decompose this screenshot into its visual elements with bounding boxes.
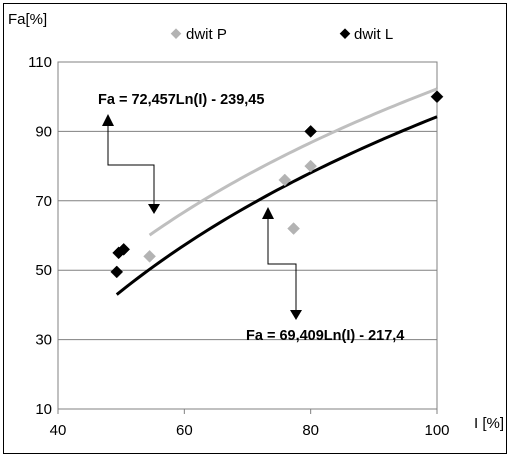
gridlines [58, 61, 437, 410]
y-tick-label: 10 [35, 401, 52, 418]
data-point-dwit-l [110, 265, 124, 279]
arrow-l-up-line [107, 124, 155, 206]
x-axis-title: I [%] [474, 415, 504, 432]
y-tick-label: 90 [35, 123, 52, 140]
legend-label-dwit-p: dwit P [186, 26, 227, 43]
arrow-p-up-line [267, 217, 297, 312]
y-axis-title: Fa[%] [8, 11, 47, 28]
x-tick-label: 100 [424, 422, 449, 439]
legend: dwit P dwit L [170, 26, 393, 43]
data-point-dwit-l [430, 90, 444, 104]
legend-marker-dwit-l [339, 28, 351, 39]
arrow-p-down-head [290, 310, 302, 320]
arrow-l-up-head [102, 114, 114, 126]
annotation-arrows [102, 114, 302, 320]
y-tick-label: 30 [35, 332, 52, 349]
x-tick-label: 60 [176, 422, 193, 439]
axis-ticks: 10 30 50 70 90 110 40 60 80 100 [28, 54, 449, 439]
data-point-dwit-p [287, 222, 300, 235]
y-tick-label: 110 [28, 54, 52, 71]
y-tick-label: 70 [35, 193, 52, 210]
trendline-equation-dwit-p: Fa = 69,409Ln(I) - 217,4 [246, 328, 404, 344]
trendline-equation-dwit-l: Fa = 72,457Ln(I) - 239,45 [98, 92, 264, 108]
legend-marker-dwit-p [170, 28, 182, 39]
data-points [110, 90, 444, 279]
data-point-dwit-p [278, 173, 292, 187]
data-point-dwit-l [304, 125, 318, 138]
x-tick-label: 80 [302, 422, 319, 439]
data-point-dwit-p [304, 159, 318, 173]
plot-area [57, 61, 438, 410]
chart-frame [3, 3, 507, 454]
data-point-dwit-p [143, 249, 156, 263]
trendlines [115, 87, 438, 296]
arrow-p-up-head [262, 207, 274, 219]
legend-label-dwit-l: dwit L [354, 26, 393, 43]
arrow-l-down-head [148, 204, 160, 214]
data-point-dwit-l [117, 243, 131, 256]
trendline-dwit-p [148, 87, 438, 237]
y-tick-label: 50 [35, 262, 52, 279]
trendline-dwit-l [115, 115, 438, 296]
x-tick-label: 40 [50, 422, 67, 439]
